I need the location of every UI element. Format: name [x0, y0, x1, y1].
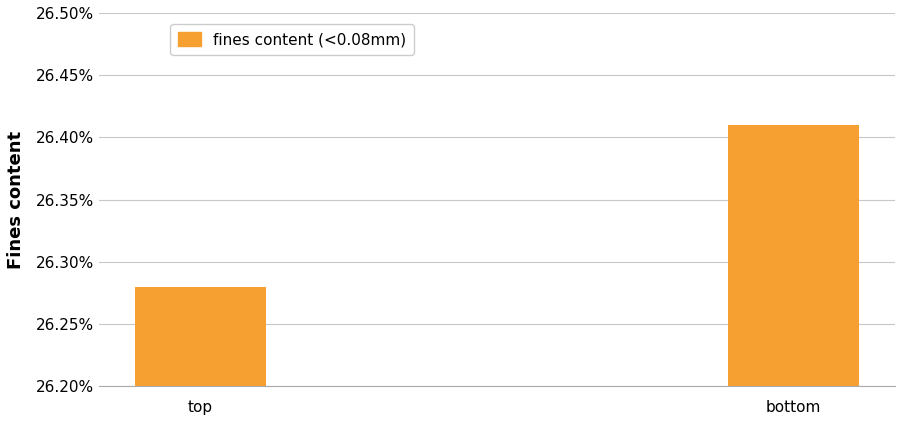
Y-axis label: Fines content: Fines content: [7, 130, 25, 269]
Bar: [135, 287, 266, 422]
Legend: fines content (<0.08mm): fines content (<0.08mm): [170, 24, 414, 55]
Bar: [729, 125, 859, 422]
